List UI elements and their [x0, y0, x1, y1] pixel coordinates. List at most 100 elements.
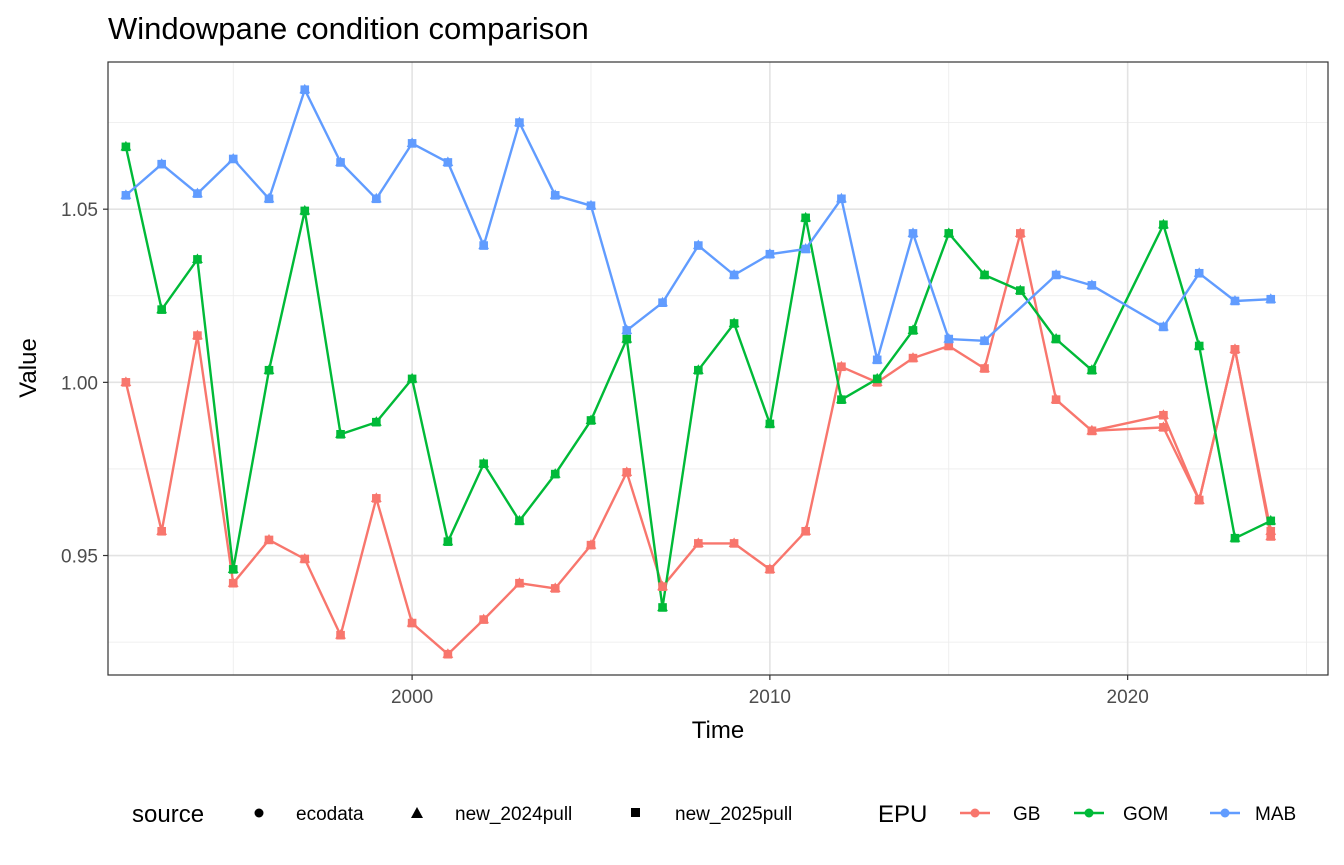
data-point-circle	[515, 516, 524, 525]
data-point-circle	[1230, 296, 1239, 305]
data-point-circle	[730, 319, 739, 328]
plot-panel-background	[108, 62, 1328, 675]
data-point-circle	[157, 305, 166, 314]
data-point-circle	[443, 158, 452, 167]
plot-panel-border	[107, 61, 1329, 676]
y-tick-label: 1.00	[61, 373, 98, 394]
x-axis-title: Time	[692, 717, 744, 744]
data-point-circle	[551, 584, 560, 593]
data-point-circle	[121, 378, 130, 387]
data-point-circle	[1195, 496, 1204, 505]
data-point-circle	[1195, 341, 1204, 350]
data-point-circle	[1087, 366, 1096, 375]
data-point-circle	[121, 142, 130, 151]
x-tick-label: 2000	[391, 687, 433, 708]
data-point-circle	[408, 139, 417, 148]
legend-epu-mab: MAB	[1255, 804, 1296, 825]
data-point-circle	[837, 395, 846, 404]
legend: source ecodata new_2024pull new_2025pull…	[132, 801, 1296, 828]
data-point-circle	[765, 565, 774, 574]
legend-gom-point	[1084, 808, 1094, 818]
data-point-circle	[193, 331, 202, 340]
data-point-circle	[515, 579, 524, 588]
legend-triangle-marker	[411, 807, 423, 818]
data-point-circle	[551, 191, 560, 200]
data-point-circle	[908, 326, 917, 335]
data-point-circle	[336, 631, 345, 640]
data-point-circle	[801, 527, 810, 536]
series-line-gom	[124, 146, 1272, 609]
data-point-circle	[622, 335, 631, 344]
data-point-circle	[336, 430, 345, 439]
data-point-circle	[586, 541, 595, 550]
data-point-circle	[1266, 532, 1275, 541]
data-point-circle	[300, 206, 309, 215]
data-point-circle	[1052, 395, 1061, 404]
data-point-circle	[1016, 286, 1025, 295]
data-point-circle	[1266, 516, 1275, 525]
data-point-circle	[908, 229, 917, 238]
data-point-circle	[443, 537, 452, 546]
data-point-circle	[658, 582, 667, 591]
data-point-circle	[300, 85, 309, 94]
data-point-circle	[801, 245, 810, 254]
y-axis-title: Value	[15, 338, 42, 398]
data-point-circle	[980, 336, 989, 345]
data-point-circle	[229, 154, 238, 163]
data-point-circle	[1087, 426, 1096, 435]
data-point-circle	[408, 619, 417, 628]
data-point-circle	[980, 364, 989, 373]
data-point-circle	[658, 298, 667, 307]
y-tick-label: 1.05	[61, 200, 98, 221]
data-point-circle	[1052, 270, 1061, 279]
data-point-circle	[551, 470, 560, 479]
x-tick-label: 2010	[749, 687, 791, 708]
data-point-circle	[193, 255, 202, 264]
y-tick-label: 0.95	[61, 547, 98, 568]
data-point-circle	[837, 194, 846, 203]
data-point-circle	[515, 118, 524, 127]
data-point-circle	[694, 241, 703, 250]
data-point-circle	[157, 160, 166, 169]
legend-mab-point	[1220, 808, 1230, 818]
data-point-circle	[873, 374, 882, 383]
legend-source-ecodata: ecodata	[296, 804, 364, 825]
x-tick-label: 2020	[1107, 687, 1149, 708]
data-point-circle	[1159, 411, 1168, 420]
data-point-circle	[443, 650, 452, 659]
data-point-circle	[765, 250, 774, 259]
data-point-circle	[658, 603, 667, 612]
data-point-circle	[264, 194, 273, 203]
legend-epu-title: EPU	[878, 801, 927, 828]
data-point-circle	[765, 419, 774, 428]
data-point-circle	[479, 615, 488, 624]
data-point-circle	[336, 158, 345, 167]
data-point-circle	[157, 527, 166, 536]
legend-source-title: source	[132, 801, 204, 828]
data-point-circle	[873, 355, 882, 364]
data-point-circle	[193, 189, 202, 198]
data-point-circle	[1159, 220, 1168, 229]
data-point-circle	[1230, 534, 1239, 543]
data-point-circle	[1016, 229, 1025, 238]
legend-source-new-2024pull: new_2024pull	[455, 804, 572, 825]
data-point-circle	[121, 191, 130, 200]
data-point-circle	[837, 362, 846, 371]
data-point-circle	[622, 468, 631, 477]
data-point-circle	[372, 494, 381, 503]
data-point-circle	[264, 366, 273, 375]
data-point-circle	[801, 213, 810, 222]
data-point-circle	[908, 354, 917, 363]
data-point-circle	[622, 326, 631, 335]
data-point-circle	[264, 535, 273, 544]
data-point-circle	[1052, 335, 1061, 344]
data-markers	[120, 83, 1277, 659]
data-point-circle	[1159, 423, 1168, 432]
data-point-circle	[944, 341, 953, 350]
data-point-circle	[229, 579, 238, 588]
data-point-circle	[730, 270, 739, 279]
data-point-circle	[944, 335, 953, 344]
data-point-circle	[586, 416, 595, 425]
data-point-circle	[408, 374, 417, 383]
